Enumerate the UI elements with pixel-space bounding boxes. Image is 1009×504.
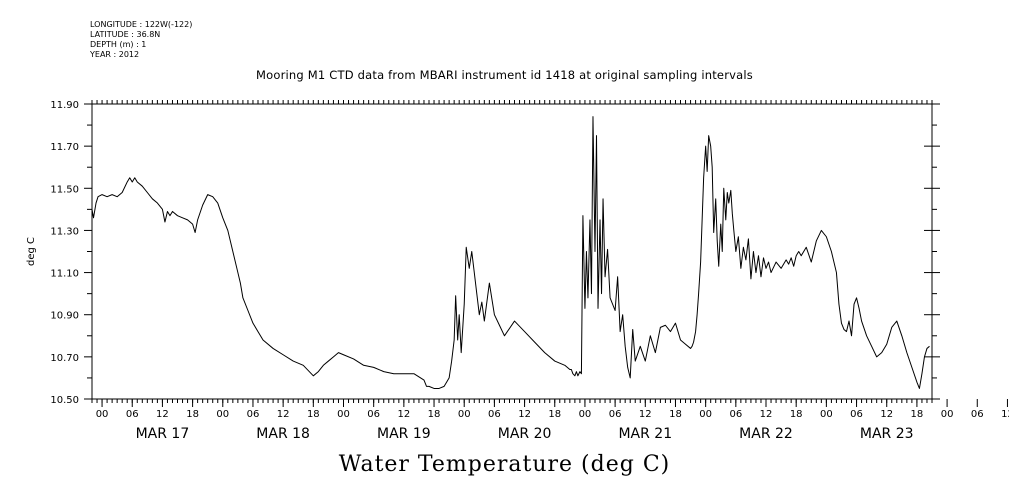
longitude-text: LONGITUDE : 122W(-122): [90, 20, 193, 29]
x-tick-label: 06: [729, 409, 742, 420]
x-tick-label: 00: [579, 409, 592, 420]
date-label: MAR 19: [377, 426, 431, 442]
date-label: MAR 21: [618, 426, 672, 442]
x-tick-label: 06: [367, 409, 380, 420]
x-tick-label: 00: [699, 409, 712, 420]
x-tick-label: 00: [337, 409, 350, 420]
y-tick-label: 11.90: [50, 100, 79, 111]
date-label: MAR 17: [136, 426, 190, 442]
x-tick-label: 00: [96, 409, 109, 420]
x-tick-label: 06: [609, 409, 622, 420]
temperature-series-line: [91, 116, 930, 389]
y-tick-label: 11.10: [50, 269, 79, 280]
x-tick-label: 06: [247, 409, 260, 420]
x-tick-label: 12: [518, 409, 531, 420]
x-tick-label: 12: [397, 409, 410, 420]
y-tick-label: 11.70: [50, 142, 79, 153]
x-tick-label: 12: [880, 409, 893, 420]
y-tick-label: 10.70: [50, 353, 79, 364]
x-tick-label: 18: [790, 409, 803, 420]
latitude-text: LATITUDE : 36.8N: [90, 30, 161, 39]
x-tick-label: 06: [971, 409, 984, 420]
x-tick-label: 00: [458, 409, 471, 420]
x-tick-label: 00: [941, 409, 954, 420]
x-tick-label: 00: [216, 409, 229, 420]
year-text: YEAR : 2012: [90, 50, 140, 59]
x-tick-label: 06: [126, 409, 139, 420]
x-tick-label: 18: [428, 409, 441, 420]
date-label: MAR 20: [498, 426, 552, 442]
x-tick-label: 18: [669, 409, 682, 420]
date-label: MAR 23: [860, 426, 914, 442]
x-tick-label: 12: [760, 409, 773, 420]
y-tick-label: 11.30: [50, 226, 79, 237]
y-tick-label: 10.90: [50, 311, 79, 322]
x-tick-label: 18: [307, 409, 320, 420]
x-tick-label: 12: [156, 409, 169, 420]
depth-text: DEPTH (m) : 1: [90, 40, 147, 49]
chart-title: Mooring M1 CTD data from MBARI instrumen…: [256, 68, 753, 82]
x-tick-label: 18: [186, 409, 199, 420]
plot-frame: [91, 103, 933, 400]
x-tick-label: 12: [639, 409, 652, 420]
date-label: MAR 22: [739, 426, 793, 442]
metadata-block: LONGITUDE : 122W(-122) LATITUDE : 36.8N …: [90, 20, 192, 60]
y-axis-label: deg C: [26, 237, 37, 266]
x-tick-label: 18: [911, 409, 924, 420]
y-tick-label: 11.50: [50, 184, 79, 195]
x-tick-label: 18: [548, 409, 561, 420]
y-tick-label: 10.50: [50, 395, 79, 406]
date-label: MAR 18: [256, 426, 310, 442]
x-tick-label: 12: [1001, 409, 1009, 420]
x-tick-label: 12: [277, 409, 290, 420]
x-tick-label: 06: [850, 409, 863, 420]
x-tick-label: 00: [820, 409, 833, 420]
x-axis-label: Water Temperature (deg C): [338, 452, 671, 477]
x-tick-label: 06: [488, 409, 501, 420]
